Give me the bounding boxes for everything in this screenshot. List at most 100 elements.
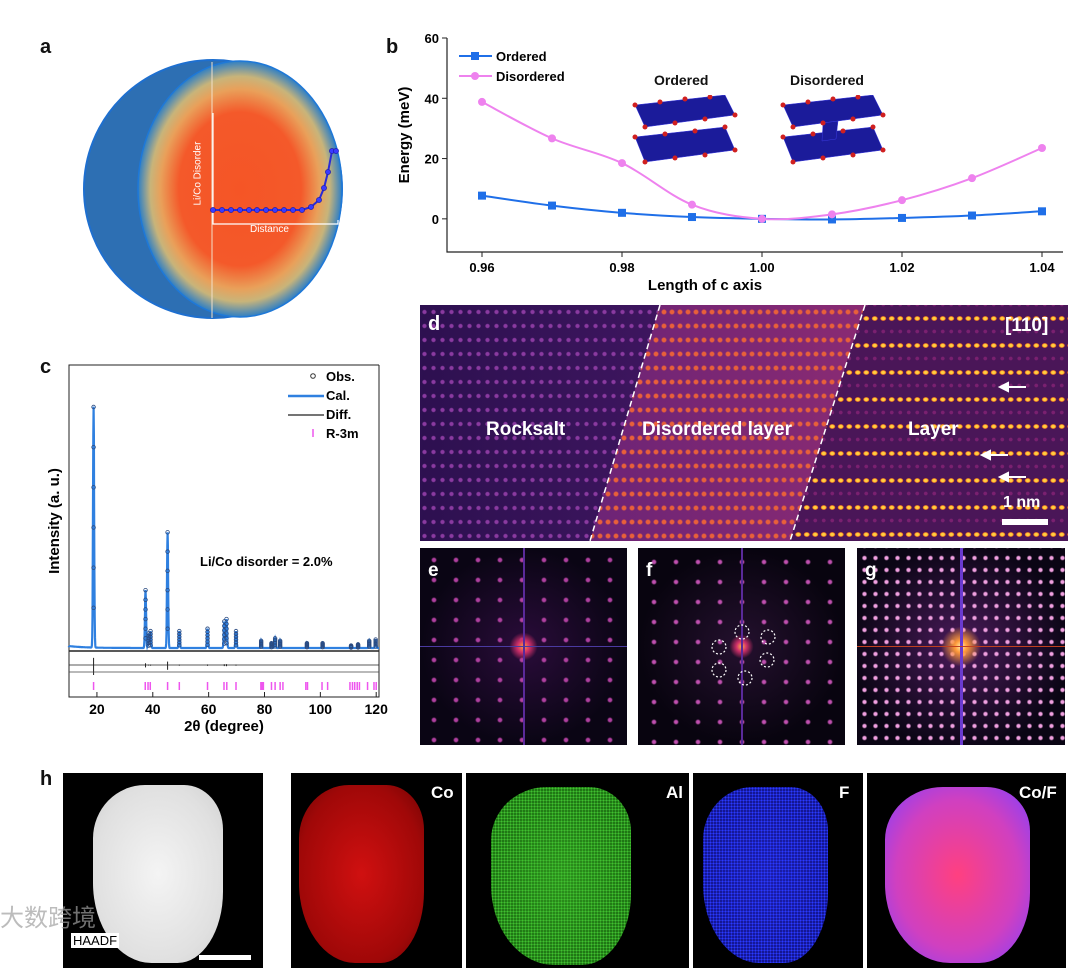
particle-schematic: Li/Co Disorder Distance (82, 58, 344, 320)
observed-point (222, 619, 227, 624)
observed-point (143, 616, 148, 622)
x-tick-label: 60 (201, 701, 217, 717)
data-point (478, 191, 486, 200)
arrow-icons (979, 381, 1026, 483)
observed-point (224, 616, 229, 622)
x-tick-label: 100 (309, 701, 333, 717)
axes (68, 364, 380, 698)
observed-point (177, 637, 182, 642)
fft-image-f: f (638, 548, 845, 745)
observed-point (373, 642, 378, 648)
legend-label: Ordered (496, 49, 547, 64)
observed-point (91, 565, 96, 570)
data-point (618, 159, 626, 168)
haadf-map: HAADF (63, 773, 263, 968)
panel-label-h: h (40, 768, 53, 790)
y-axis-title: Energy (meV) (396, 87, 413, 184)
observed-point (222, 641, 227, 646)
data-point (478, 97, 486, 106)
x-axis-title: 2θ (degree) (184, 718, 264, 735)
data-point (548, 201, 556, 210)
observed-point (143, 607, 148, 612)
series-line-disordered (481, 101, 1043, 221)
observed-point (143, 636, 148, 641)
data-point (1038, 144, 1046, 153)
observed-point (165, 587, 170, 593)
observed-point (222, 636, 227, 642)
data-point (1038, 207, 1046, 216)
observed-point (233, 634, 239, 639)
observed-point (177, 640, 182, 645)
al-map: Al (466, 773, 689, 968)
x-axis-title: Length of c axis (648, 277, 762, 294)
map-label-co-f: Co/F (1019, 783, 1057, 802)
observed-point (224, 621, 229, 627)
axes (446, 38, 1063, 253)
observed-point (177, 642, 182, 648)
data-point (968, 174, 976, 183)
observed-point (272, 644, 278, 649)
observed-point (143, 626, 148, 631)
f-map: F (693, 773, 863, 968)
observed-point (177, 631, 182, 637)
observed-point (320, 644, 325, 650)
co-map: Co (291, 773, 462, 968)
observed-point (224, 626, 229, 631)
fft-image-g: g (857, 548, 1065, 745)
ordered-structure-icon (632, 95, 738, 165)
boundary-lines (589, 305, 1048, 541)
observed-point (165, 530, 170, 535)
observed-point (148, 637, 153, 642)
scale-bar (1002, 519, 1048, 525)
data-point (688, 213, 696, 222)
observed-point (143, 597, 148, 602)
observed-point (91, 444, 96, 450)
data-point (688, 200, 696, 209)
legend-label: Cal. (326, 388, 350, 403)
legend-label: Diff. (326, 407, 351, 422)
scale-bar (199, 955, 251, 960)
inset-label-ordered: Ordered (654, 72, 709, 88)
y-tick-label: 40 (425, 91, 439, 106)
map-label-haadf: HAADF (71, 933, 120, 948)
region-label-rocksalt: Rocksalt (486, 419, 566, 440)
observed-point (272, 642, 278, 647)
observed-point (148, 634, 153, 639)
map-label-al: Al (666, 783, 683, 802)
observed-point (165, 549, 170, 554)
observed-point (222, 632, 227, 637)
x-tick-label: 20 (89, 701, 105, 717)
observed-point (224, 636, 229, 641)
panel-label-d: d (428, 313, 441, 335)
x-tick-label: 0.96 (469, 260, 494, 275)
observed-point (224, 640, 229, 646)
data-point (898, 196, 906, 205)
map-label-co: Co (431, 783, 454, 802)
observed-point (277, 644, 283, 649)
legend-marker (471, 72, 479, 80)
disorder-annotation: Li/Co disorder = 2.0% (200, 554, 333, 569)
observed-point (304, 644, 310, 650)
legend-marker (471, 52, 479, 60)
observed-point (91, 525, 96, 530)
observed-point (367, 644, 372, 649)
panel-label-a: a (40, 36, 52, 58)
legend-marker (310, 373, 316, 379)
stem-image-d: d [110] Rocksalt Disordered layer Layer … (420, 305, 1068, 541)
observed-point (177, 634, 182, 639)
observed-point (373, 640, 378, 645)
observed-point (205, 642, 210, 647)
disorder-axis-label: Li/Co Disorder (192, 141, 204, 206)
watermark: 大数跨境 (0, 905, 96, 932)
observed-point (177, 628, 182, 634)
observed-point (373, 641, 378, 646)
panel-label-c: c (40, 356, 52, 378)
observed-point (258, 644, 264, 649)
inset-label-disordered: Disordered (790, 72, 864, 88)
fft-image-e: e (420, 548, 627, 745)
x-tick-label: 120 (365, 701, 389, 717)
region-label-disordered: Disordered layer (642, 419, 792, 440)
observed-point (91, 605, 96, 611)
data-point (828, 215, 836, 224)
data-point (758, 214, 766, 223)
